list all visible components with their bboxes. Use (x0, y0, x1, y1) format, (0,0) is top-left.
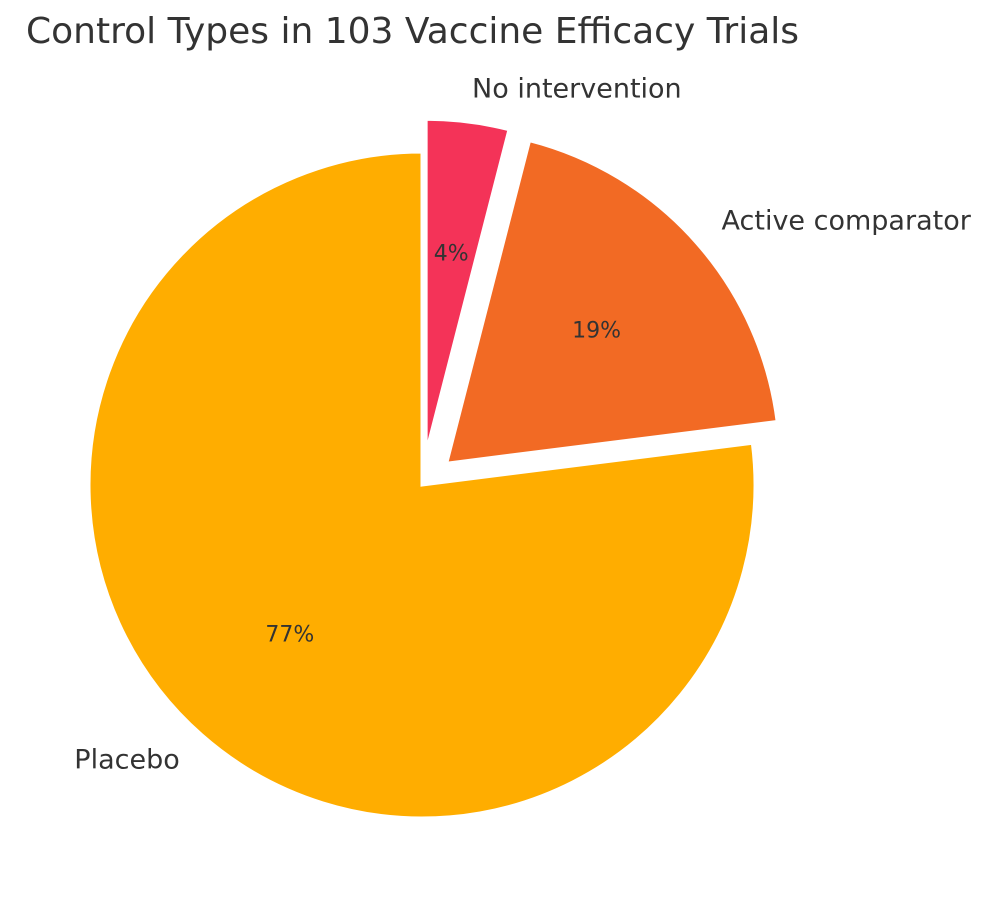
slice-value-label-no-intervention: 4% (434, 242, 469, 267)
pie-slice-placebo (87, 150, 757, 820)
pie-slices (87, 117, 779, 820)
pie-labels: 4% No intervention 19% Active comparator 77%… (74, 73, 971, 775)
slice-value-label-active-comparator: 19% (572, 319, 621, 344)
pie-slice-active-comparator (444, 138, 779, 465)
slice-value-label-placebo: 77% (265, 622, 314, 647)
slice-category-label-active-comparator: Active comparator (722, 205, 972, 236)
chart-title: Control Types in 103 Vaccine Efficacy Tr… (26, 11, 799, 52)
slice-category-label-no-intervention: No intervention (472, 73, 682, 104)
pie-slice-no-intervention (424, 117, 511, 453)
slice-category-label-placebo: Placebo (74, 744, 179, 775)
